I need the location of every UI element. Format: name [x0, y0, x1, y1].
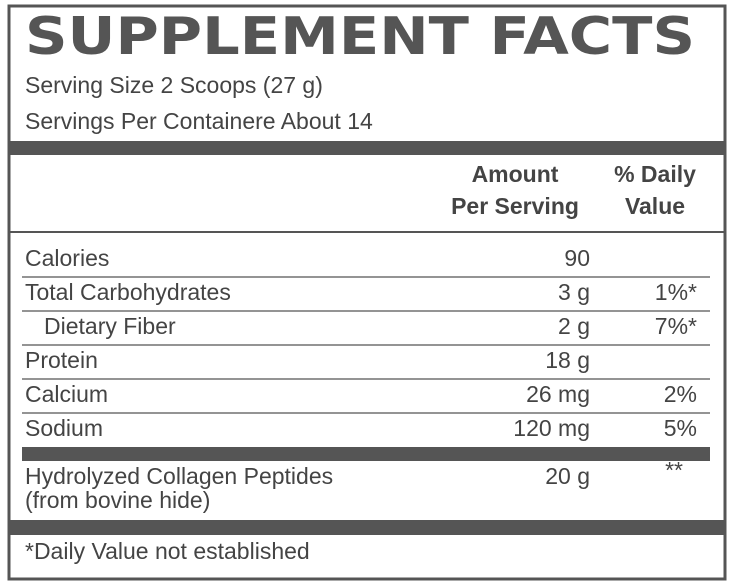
nutrient-name: Calories: [25, 245, 109, 271]
daily-value: **: [665, 457, 683, 483]
amount: 120 mg: [513, 415, 590, 441]
daily-value: 2%: [664, 381, 697, 407]
panel-border: [7, 4, 727, 581]
nutrient-name: Calcium: [25, 381, 108, 407]
amount: 2 g: [558, 313, 590, 339]
daily-value: 7%*: [655, 313, 697, 339]
column-header: Value: [625, 193, 685, 219]
amount: 26 mg: [526, 381, 590, 407]
amount: 18 g: [545, 347, 590, 373]
column-header: Amount: [472, 161, 559, 187]
nutrient-name: Total Carbohydrates: [25, 279, 231, 305]
nutrient-name: Hydrolyzed Collagen Peptides: [25, 463, 333, 489]
nutrient-name: Dietary Fiber: [44, 313, 176, 339]
column-header: % Daily: [614, 161, 696, 187]
servings-per-container: Servings Per Containere About 14: [25, 108, 373, 134]
footnote: *Daily Value not established: [25, 538, 310, 564]
amount: 90: [564, 245, 590, 271]
amount: 20 g: [545, 463, 590, 489]
thick-divider: [9, 520, 725, 535]
nutrient-note: (from bovine hide): [25, 487, 210, 513]
serving-size: Serving Size 2 Scoops (27 g): [25, 72, 323, 98]
nutrient-name: Protein: [25, 347, 98, 373]
amount: 3 g: [558, 279, 590, 305]
daily-value: 5%: [664, 415, 697, 441]
header-divider: [9, 231, 725, 233]
title: SUPPLEMENT FACTS: [25, 7, 695, 67]
thick-divider: [22, 447, 710, 461]
column-header: Per Serving: [451, 193, 579, 219]
daily-value: 1%*: [655, 279, 697, 305]
nutrient-name: Sodium: [25, 415, 103, 441]
thick-divider: [9, 141, 725, 155]
